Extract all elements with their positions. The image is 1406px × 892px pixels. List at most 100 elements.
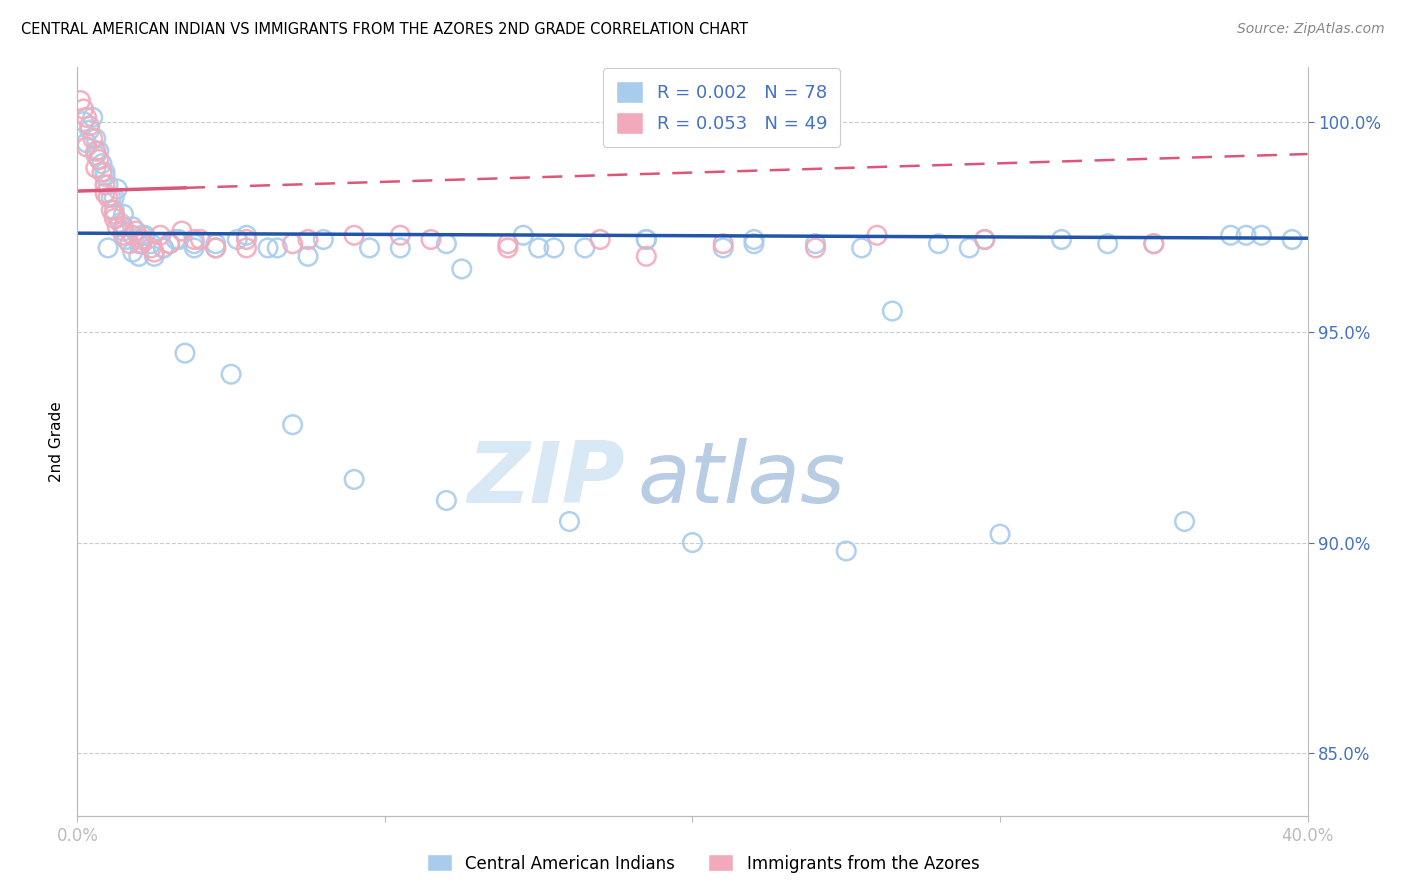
Point (128, 236, 150, 251)
Point (1250, 228, 1272, 243)
Point (1143, 236, 1166, 251)
Point (103, 190, 125, 204)
Point (112, 207, 135, 221)
Point (174, 346, 197, 360)
Point (97, 178, 120, 192)
Point (103, 202, 125, 217)
Point (94, 165, 117, 179)
Point (851, 241, 873, 255)
Point (1281, 232, 1303, 246)
Point (112, 228, 135, 243)
Point (973, 232, 995, 246)
Point (121, 228, 143, 243)
Point (512, 228, 534, 243)
Point (90, 165, 114, 179)
Point (1097, 236, 1119, 251)
Point (97, 190, 120, 204)
Point (94, 178, 117, 192)
Point (420, 232, 443, 246)
Point (543, 241, 565, 255)
Point (125, 224, 148, 238)
Point (636, 232, 658, 246)
Point (188, 232, 212, 246)
Point (343, 228, 366, 243)
Point (928, 236, 950, 251)
Point (281, 417, 304, 432)
Point (87, 153, 110, 167)
Point (742, 236, 765, 251)
Point (82, 131, 104, 145)
Point (79, 119, 101, 133)
Point (103, 207, 125, 221)
Point (152, 241, 174, 255)
Point (957, 241, 980, 255)
Text: ZIP: ZIP (467, 437, 624, 521)
Point (988, 527, 1011, 541)
Point (281, 236, 304, 251)
Point (84, 148, 107, 162)
Point (804, 236, 827, 251)
Point (76, 136, 98, 150)
Point (973, 232, 995, 246)
Point (143, 249, 166, 263)
Point (76, 111, 98, 125)
Point (204, 241, 226, 255)
Point (87, 144, 110, 158)
Point (112, 219, 135, 234)
Point (134, 228, 156, 243)
Point (141, 236, 163, 251)
Point (804, 241, 827, 255)
Point (343, 472, 366, 486)
Point (436, 236, 458, 251)
Point (141, 241, 163, 255)
Point (84, 161, 107, 175)
Point (219, 367, 242, 381)
Point (165, 232, 187, 246)
Point (527, 241, 550, 255)
Point (312, 232, 335, 246)
Point (170, 224, 193, 238)
Point (105, 182, 128, 196)
Point (711, 236, 734, 251)
Point (131, 236, 153, 251)
Point (389, 228, 412, 243)
Point (297, 232, 319, 246)
Point (1050, 232, 1073, 246)
Point (558, 515, 581, 529)
Point (866, 228, 889, 243)
Point (115, 232, 138, 246)
Point (131, 232, 153, 246)
Y-axis label: 2nd Grade: 2nd Grade (49, 401, 65, 482)
Point (1174, 515, 1197, 529)
Point (76, 140, 98, 154)
Point (589, 232, 612, 246)
Text: CENTRAL AMERICAN INDIAN VS IMMIGRANTS FROM THE AZORES 2ND GRADE CORRELATION CHAR: CENTRAL AMERICAN INDIAN VS IMMIGRANTS FR… (21, 22, 748, 37)
Point (72, 114, 94, 128)
Point (121, 245, 143, 260)
Point (84, 131, 107, 145)
Point (90, 157, 114, 171)
Point (882, 304, 904, 318)
Text: atlas: atlas (637, 437, 845, 521)
Point (94, 186, 117, 201)
Point (496, 241, 519, 255)
Point (204, 236, 226, 251)
Point (159, 236, 181, 251)
Point (266, 241, 288, 255)
Point (100, 202, 122, 217)
Text: Source: ZipAtlas.com: Source: ZipAtlas.com (1237, 22, 1385, 37)
Point (94, 169, 117, 184)
Point (257, 241, 280, 255)
Point (183, 241, 205, 255)
Point (711, 241, 734, 255)
Point (159, 236, 181, 251)
Point (183, 236, 205, 251)
Point (204, 241, 226, 255)
Point (1219, 228, 1241, 243)
Point (152, 241, 174, 255)
Point (1143, 236, 1166, 251)
Point (167, 232, 190, 246)
Point (112, 224, 135, 238)
Point (105, 219, 128, 234)
Point (97, 241, 120, 255)
